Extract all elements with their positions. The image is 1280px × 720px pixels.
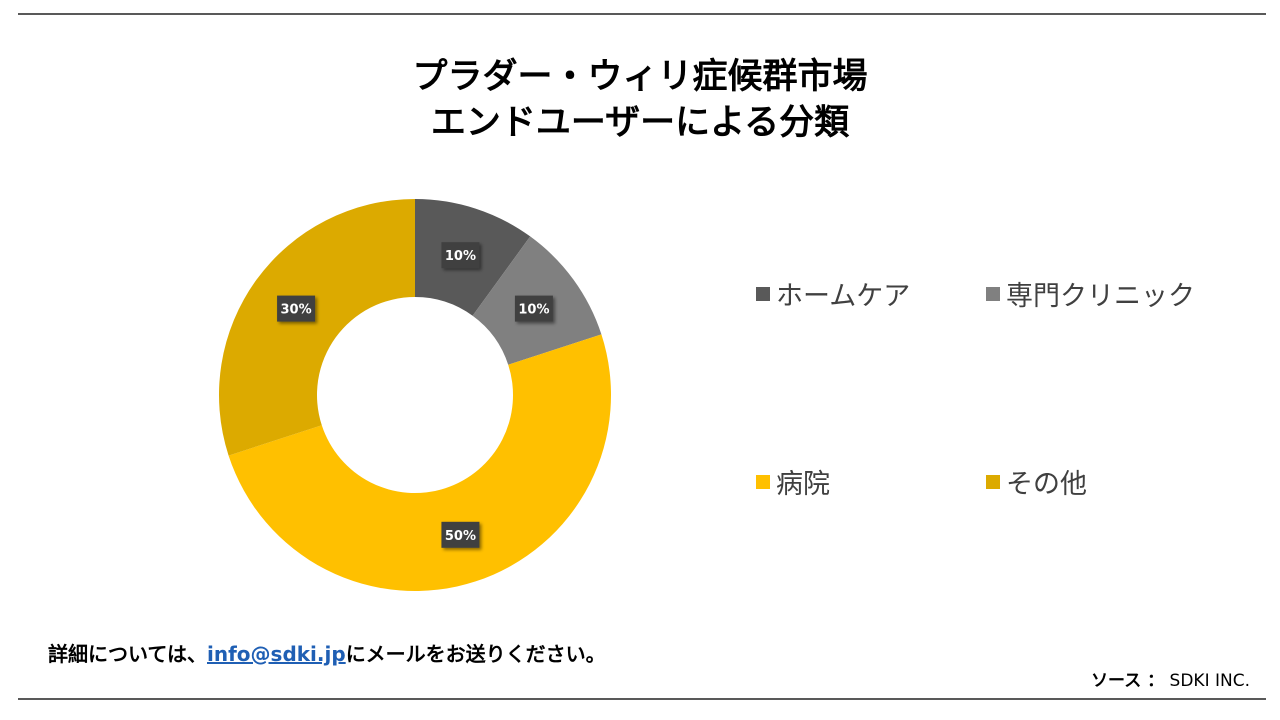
data-label-text-4: 30% xyxy=(281,303,312,318)
chart-title-line1: プラダー・ウィリ症候群市場 xyxy=(412,57,868,97)
top-divider xyxy=(18,13,1266,15)
data-label-2: 10% xyxy=(514,295,553,322)
legend-item-specialty-clinic: 専門クリニック xyxy=(986,274,1195,313)
data-label-text-3: 50% xyxy=(445,529,476,544)
source-label: ソース ： xyxy=(1091,671,1165,691)
legend-label-specialty-clinic: 専門クリニック xyxy=(1006,281,1195,312)
legend-swatch-specialty-clinic xyxy=(986,286,1000,301)
legend-swatch-hospital xyxy=(756,474,770,489)
data-label-box-2 xyxy=(514,295,553,322)
contact-note: 詳細については、info@sdki.jpにメールをお送りください。 xyxy=(48,638,606,667)
data-label-1: 10% xyxy=(441,242,480,269)
legend-swatch-other xyxy=(986,474,1000,489)
legend-label-other: その他 xyxy=(1006,469,1087,500)
source-credit: ソース ： SDKI INC. xyxy=(1091,666,1250,691)
legend-label-hospital: 病院 xyxy=(776,469,830,500)
source-value: SDKI INC. xyxy=(1169,671,1250,691)
data-label-box-1 xyxy=(441,242,480,269)
data-label-box-3 xyxy=(441,521,480,548)
contact-prefix: 詳細については、 xyxy=(48,642,207,666)
donut-slice-3 xyxy=(228,334,611,591)
email-link[interactable]: info@sdki.jp xyxy=(207,642,346,666)
bottom-divider xyxy=(18,698,1266,700)
legend-item-hospital: 病院 xyxy=(756,462,830,501)
donut-slice-4 xyxy=(218,199,415,456)
data-label-text-1: 10% xyxy=(445,249,476,264)
legend-item-other: その他 xyxy=(986,462,1087,501)
legend-item-home-care: ホームケア xyxy=(756,274,910,313)
chart-title-line2: エンドユーザーによる分類 xyxy=(430,103,850,143)
data-label-3: 50% xyxy=(441,521,480,548)
legend-label-home-care: ホームケア xyxy=(776,281,911,312)
data-label-box-4 xyxy=(277,295,316,322)
legend-swatch-home-care xyxy=(756,286,770,301)
data-label-4: 30% xyxy=(277,295,316,322)
chart-title: プラダー・ウィリ症候群市場 エンドユーザーによる分類 xyxy=(0,54,1280,146)
donut-chart: 10% 10% 50% 30% xyxy=(218,199,611,591)
data-label-text-2: 10% xyxy=(518,303,549,318)
contact-suffix: にメールをお送りください。 xyxy=(345,642,606,666)
